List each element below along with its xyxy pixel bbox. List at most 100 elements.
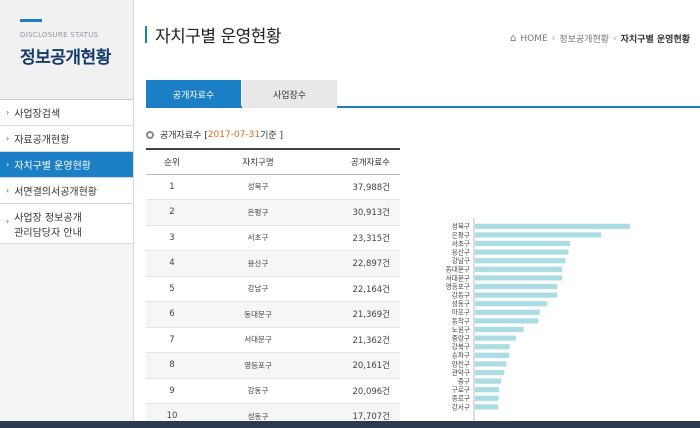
cell-rank: 5	[146, 276, 198, 302]
cell-district: 서초구	[198, 225, 318, 251]
chart-category-label: 송파구	[452, 351, 470, 360]
cell-count: 37,988건	[318, 174, 400, 200]
cell-rank: 1	[146, 174, 198, 200]
tab-site-count[interactable]: 사업장수	[242, 80, 337, 108]
tab-disclosure-count[interactable]: 공개자료수	[146, 80, 241, 108]
cell-rank: 2	[146, 199, 198, 226]
chart-bar	[475, 249, 569, 255]
cell-district: 은평구	[198, 199, 318, 226]
chevron-right-icon: ›	[613, 33, 617, 44]
table-row: 9 강동구 20,096건	[146, 378, 400, 404]
table-row: 5 강남구 22,164건	[146, 276, 400, 302]
sidebar-item-district-status[interactable]: › 자치구별 운영현황	[0, 152, 133, 178]
cell-district: 용산구	[198, 250, 318, 277]
bullet-circle-icon	[146, 130, 154, 139]
chart-bar	[475, 292, 557, 298]
cell-count: 23,315건	[318, 225, 400, 251]
sidebar-item-data-disclosure[interactable]: › 자료공개현황	[0, 126, 133, 152]
chart-category-label: 서대문구	[446, 273, 470, 282]
section-heading-suffix: 기준 ]	[260, 131, 284, 141]
table-header-row: 순위 자치구명 공개자료수	[146, 148, 400, 175]
cell-rank: 9	[146, 378, 198, 404]
section-heading-prefix: 공개자료수 [	[160, 131, 208, 141]
chart-category-label: 동대문구	[446, 266, 470, 274]
chart-category-label: 영등포구	[446, 282, 470, 291]
chart-bar	[475, 258, 566, 264]
district-bar-chart: 성북구은평구서초구용산구강남구동대문구서대문구영등포구강동구성동구마포구동작구노…	[446, 218, 630, 428]
chart-bar	[475, 335, 516, 341]
cell-count: 30,913건	[318, 199, 400, 226]
cell-district: 성북구	[198, 174, 318, 200]
sidebar-menu: › 사업장검색 › 자료공개현황 › 자치구별 운영현황 › 서면결의서공개현황…	[0, 100, 133, 244]
section-heading: 공개자료수 [ 2017-07-31 기준 ]	[146, 128, 283, 141]
chart-bar	[475, 223, 630, 229]
sidebar-item-label-line1: 사업장 정보공개	[14, 213, 82, 224]
sidebar-item-written-resolution[interactable]: › 서면결의서공개현황	[0, 178, 133, 204]
header-district: 자치구명	[198, 148, 318, 175]
chart-bar	[475, 369, 505, 376]
breadcrumb-section[interactable]: 정보공개현황	[559, 35, 610, 45]
cell-count: 22,164건	[318, 276, 400, 302]
cell-district: 영등포구	[198, 352, 318, 379]
sidebar-item-label: 자료공개현황	[14, 135, 70, 146]
chart-category-label: 마포구	[452, 308, 470, 317]
sidebar-item-manager-guide[interactable]: › 사업장 정보공개 관리담당자 안내	[0, 204, 133, 244]
cell-rank: 3	[146, 225, 198, 251]
cell-count: 21,369건	[318, 301, 400, 328]
cell-rank: 7	[146, 327, 198, 353]
table-row: 2 은평구 30,913건	[146, 199, 400, 226]
chart-category-label: 성동구	[452, 299, 470, 308]
chart-category-label: 중랑구	[452, 335, 470, 343]
chart-bar	[475, 309, 540, 315]
sidebar-item-site-search[interactable]: › 사업장검색	[0, 100, 133, 126]
chart-bar	[475, 352, 510, 358]
chart-category-label: 양천구	[452, 359, 470, 368]
chart-bar	[475, 404, 499, 410]
chevron-right-icon: ›	[6, 160, 10, 169]
chart-category-label: 종로구	[452, 395, 470, 403]
sidebar-item-label: 서면결의서공개현황	[14, 187, 98, 198]
chart-category-label: 구로구	[452, 386, 470, 394]
breadcrumb: ⌂ HOME › 정보공개현황 › 자치구별 운영현황	[510, 32, 690, 45]
chevron-right-icon: ›	[6, 108, 10, 117]
table-row: 6 동대문구 21,369건	[146, 301, 400, 328]
chart-bar	[475, 387, 500, 393]
cell-rank: 4	[146, 250, 198, 277]
cell-count: 20,096건	[318, 378, 400, 404]
breadcrumb-current: 자치구별 운영현황	[620, 35, 690, 45]
chevron-right-icon: ›	[6, 186, 10, 195]
cell-rank: 8	[146, 352, 198, 379]
cell-district: 강남구	[198, 276, 318, 302]
sidebar-item-label: 자치구별 운영현황	[14, 161, 91, 172]
chart-category-label: 관악구	[452, 368, 470, 377]
table-row: 4 용산구 22,897건	[146, 250, 400, 277]
breadcrumb-home[interactable]: HOME	[520, 33, 548, 44]
taskbar	[0, 421, 700, 428]
chevron-right-icon: ›	[6, 217, 10, 226]
section-heading-date: 2017-07-31	[207, 129, 261, 140]
sidebar-accent-bar	[20, 19, 42, 22]
chart-category-label: 강동구	[452, 291, 470, 300]
page-title: 자치구별 운영현황	[145, 22, 282, 47]
header-rank: 순위	[146, 148, 198, 175]
chart-bar	[475, 378, 502, 384]
tab-bar: 공개자료수 사업장수	[146, 80, 700, 108]
table-row: 1 성북구 37,988건	[146, 174, 400, 200]
cell-district: 강동구	[198, 378, 318, 404]
chart-bar	[475, 326, 524, 333]
chart-category-label: 중구	[458, 378, 470, 386]
sidebar-item-label: 사업장 정보공개 관리담당자 안내	[14, 211, 82, 241]
chart-bar	[475, 240, 571, 247]
sidebar-item-label: 사업장검색	[14, 109, 61, 120]
cell-count: 20,161건	[318, 352, 400, 379]
chart-category-label: 강남구	[452, 256, 470, 265]
cell-rank: 6	[146, 301, 198, 328]
chart-category-label: 성북구	[452, 222, 470, 231]
chart-category-label: 서초구	[452, 239, 470, 248]
chart-bar	[475, 275, 563, 281]
chart-category-label: 강북구	[452, 342, 470, 351]
chart-category-label: 동작구	[452, 316, 470, 325]
header-count: 공개자료수	[318, 148, 400, 175]
chart-category-label: 은평구	[452, 230, 470, 239]
sidebar: DISCLOSURE STATUS 정보공개현황 › 사업장검색 › 자료공개현…	[0, 0, 134, 428]
